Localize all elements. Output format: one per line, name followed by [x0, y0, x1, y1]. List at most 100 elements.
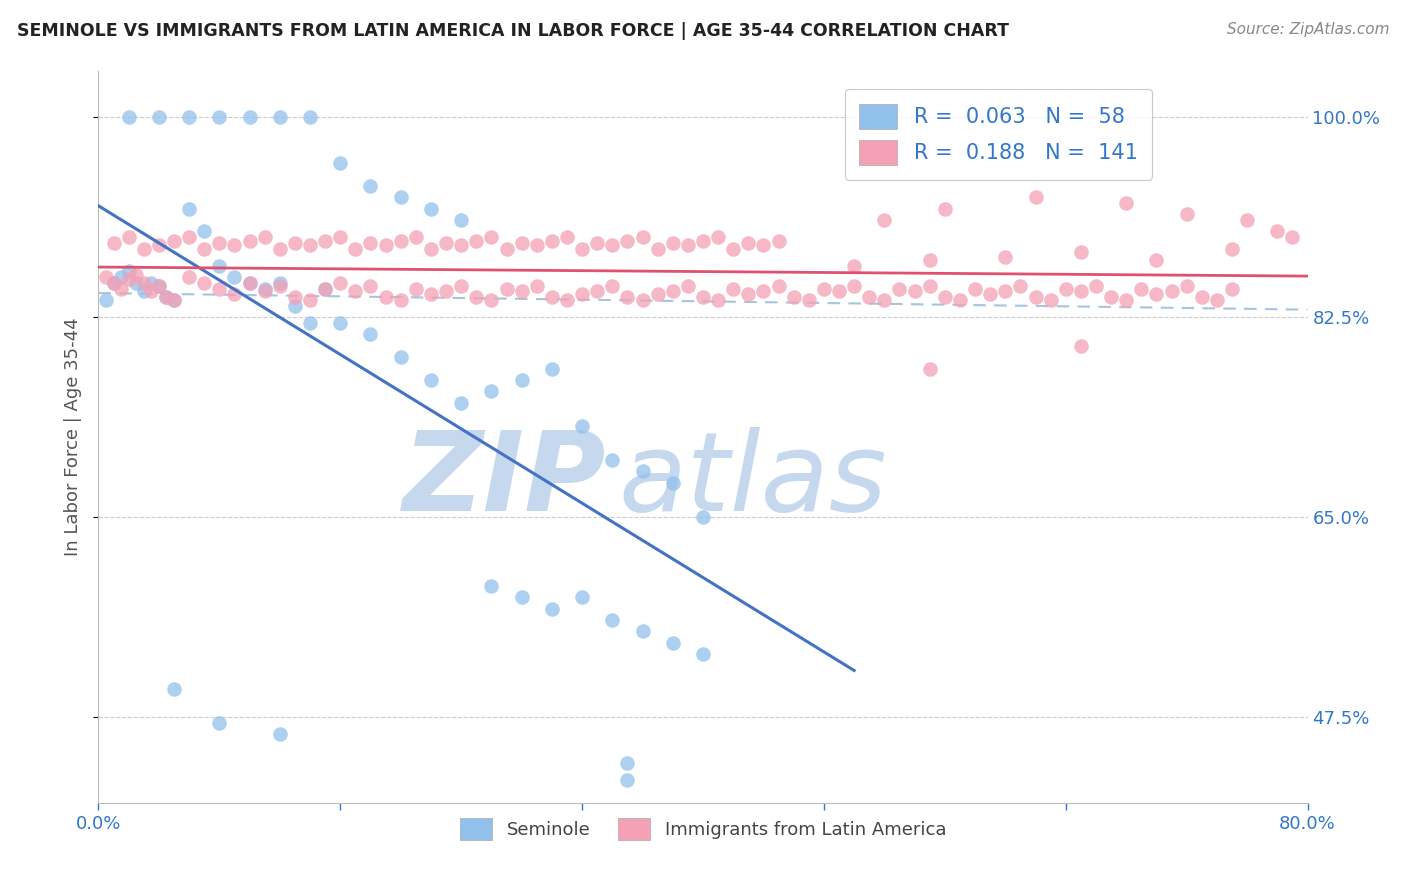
Legend: Seminole, Immigrants from Latin America: Seminole, Immigrants from Latin America	[451, 808, 955, 848]
Point	[828, 284, 851, 298]
Point	[155, 289, 177, 303]
Point	[797, 293, 820, 307]
Point	[434, 235, 457, 250]
Point	[132, 242, 155, 256]
Point	[374, 289, 396, 303]
Point	[344, 242, 367, 256]
Point	[994, 284, 1017, 298]
Point	[586, 284, 609, 298]
Point	[481, 384, 503, 399]
Point	[676, 238, 699, 252]
Point	[994, 250, 1017, 264]
Text: SEMINOLE VS IMMIGRANTS FROM LATIN AMERICA IN LABOR FORCE | AGE 35-44 CORRELATION: SEMINOLE VS IMMIGRANTS FROM LATIN AMERIC…	[17, 22, 1010, 40]
Point	[510, 590, 533, 604]
Point	[148, 279, 170, 293]
Point	[661, 636, 683, 650]
Point	[224, 270, 246, 285]
Point	[1236, 213, 1258, 227]
Point	[450, 396, 472, 410]
Point	[540, 234, 562, 248]
Point	[389, 350, 412, 364]
Point	[374, 238, 396, 252]
Point	[314, 281, 336, 295]
Point	[1070, 244, 1092, 259]
Point	[299, 316, 322, 330]
Point	[110, 281, 132, 295]
Point	[737, 235, 759, 250]
Point	[269, 242, 291, 256]
Point	[1070, 338, 1092, 352]
Point	[360, 327, 382, 342]
Point	[94, 270, 117, 285]
Point	[465, 289, 488, 303]
Point	[904, 284, 927, 298]
Point	[179, 230, 201, 244]
Point	[269, 276, 291, 290]
Point	[465, 234, 488, 248]
Point	[179, 202, 201, 216]
Point	[510, 235, 533, 250]
Point	[269, 110, 291, 124]
Point	[889, 281, 911, 295]
Point	[495, 281, 517, 295]
Point	[737, 287, 759, 301]
Point	[1070, 284, 1092, 298]
Point	[284, 235, 307, 250]
Point	[299, 110, 322, 124]
Point	[1115, 195, 1137, 210]
Point	[103, 235, 125, 250]
Point	[1099, 289, 1122, 303]
Text: atlas: atlas	[619, 427, 887, 534]
Point	[918, 252, 941, 267]
Point	[844, 279, 866, 293]
Point	[360, 178, 382, 193]
Point	[1115, 293, 1137, 307]
Point	[918, 279, 941, 293]
Point	[571, 418, 593, 433]
Text: ZIP: ZIP	[402, 427, 606, 534]
Point	[661, 475, 683, 490]
Point	[163, 293, 186, 307]
Point	[269, 279, 291, 293]
Point	[1206, 293, 1229, 307]
Point	[389, 234, 412, 248]
Y-axis label: In Labor Force | Age 35-44: In Labor Force | Age 35-44	[65, 318, 83, 557]
Point	[132, 276, 155, 290]
Point	[949, 293, 972, 307]
Point	[110, 270, 132, 285]
Point	[329, 276, 352, 290]
Point	[631, 464, 654, 478]
Point	[239, 276, 262, 290]
Point	[179, 110, 201, 124]
Point	[405, 281, 427, 295]
Point	[768, 234, 790, 248]
Point	[132, 284, 155, 298]
Point	[329, 230, 352, 244]
Point	[813, 281, 835, 295]
Point	[284, 289, 307, 303]
Point	[253, 230, 276, 244]
Point	[314, 281, 336, 295]
Point	[571, 242, 593, 256]
Point	[360, 235, 382, 250]
Point	[616, 772, 638, 787]
Point	[103, 276, 125, 290]
Point	[586, 235, 609, 250]
Point	[193, 276, 215, 290]
Point	[1130, 281, 1153, 295]
Point	[224, 287, 246, 301]
Point	[253, 284, 276, 298]
Point	[616, 289, 638, 303]
Point	[118, 264, 141, 278]
Point	[284, 299, 307, 313]
Point	[540, 361, 562, 376]
Point	[1039, 293, 1062, 307]
Point	[118, 110, 141, 124]
Point	[481, 230, 503, 244]
Point	[1144, 287, 1167, 301]
Point	[555, 230, 578, 244]
Point	[148, 238, 170, 252]
Point	[1085, 279, 1108, 293]
Point	[602, 613, 624, 627]
Point	[1220, 281, 1243, 295]
